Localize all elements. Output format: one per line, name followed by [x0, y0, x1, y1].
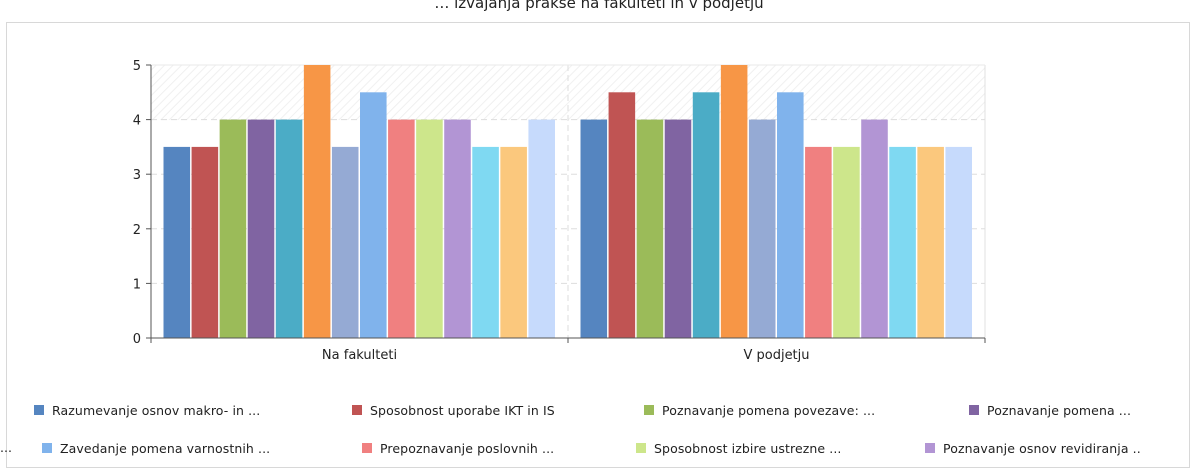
legend-label: Poznavanje pomena povezave: ... [662, 402, 876, 418]
bar [777, 92, 804, 338]
bar [720, 65, 748, 338]
bar [191, 146, 219, 338]
bar [945, 146, 972, 338]
bar [692, 92, 720, 338]
bar [861, 119, 888, 338]
legend-label: Poznavanje pomena ... [987, 402, 1132, 418]
legend-item[interactable]: Poznavanje osnov revidiranja .. [925, 440, 1141, 456]
bar [416, 119, 443, 338]
bar [528, 119, 555, 338]
legend-label: Sposobnost izbire ustrezne ... [654, 440, 842, 456]
y-tick-label: 1 [133, 277, 141, 292]
legend-item[interactable]: Razumevanje osnov makro- in ... [34, 402, 260, 418]
legend-swatch [636, 443, 646, 453]
bar [917, 146, 944, 338]
legend-item[interactable]: Sposobnost uporabe IKT in IS [352, 402, 555, 418]
legend-label: Sposobnost uporabe IKT in IS [370, 402, 555, 418]
y-tick-label: 4 [133, 114, 141, 129]
y-tick-label: 2 [133, 223, 141, 238]
y-tick-label: 5 [133, 59, 141, 74]
legend-swatch [969, 405, 979, 415]
bar [636, 119, 664, 338]
bar [472, 146, 499, 338]
legend-item[interactable]: Poznavanje pomena povezave: ... [644, 402, 875, 418]
legend-label: Zavedanje pomena varnostnih ... [60, 440, 271, 456]
legend-label: Razumevanje osnov makro- in ... [52, 402, 261, 418]
bar [303, 65, 331, 338]
legend-swatch [34, 405, 44, 415]
bar [608, 92, 636, 338]
bar [580, 119, 608, 338]
y-tick-label: 3 [133, 168, 141, 183]
x-category-label: V podjetju [743, 348, 809, 363]
plot-band-top [151, 65, 985, 120]
y-tick-label: 0 [133, 332, 141, 347]
bar [360, 92, 387, 338]
chart-title: … izvajanja prakse na fakulteti in v pod… [434, 0, 764, 12]
legend-swatch [644, 405, 654, 415]
bar [889, 146, 916, 338]
legend-item[interactable]: Poznavanje pomena ... [969, 402, 1131, 418]
bar [805, 146, 832, 338]
legend-swatch [42, 443, 52, 453]
x-category-label: Na fakulteti [322, 348, 397, 363]
bar [275, 119, 303, 338]
bar [331, 146, 359, 338]
legend-item[interactable]: Sposobnost izbire ustrezne ... [636, 440, 842, 456]
legend-swatch [352, 405, 362, 415]
legend-label: Prepoznavanje poslovnih ... [380, 440, 555, 456]
bar [833, 146, 860, 338]
legend-swatch [925, 443, 935, 453]
bar [219, 119, 247, 338]
bar [444, 119, 471, 338]
chart-title-area: … izvajanja prakse na fakulteti in v pod… [0, 0, 1198, 12]
bar [163, 146, 191, 338]
legend-item[interactable]: Prepoznavanje poslovnih ... [362, 440, 554, 456]
legend-item[interactable]: Zavedanje pomena varnostnih ... [42, 440, 270, 456]
bar [748, 119, 776, 338]
legend-swatch [362, 443, 372, 453]
legend-label: Poznavanje osnov revidiranja .. [943, 440, 1141, 456]
bar [500, 146, 527, 338]
bar [664, 119, 692, 338]
legend-overflow-marker: ... [0, 440, 12, 455]
bar [388, 119, 415, 338]
bar [247, 119, 275, 338]
chart-frame [6, 22, 1190, 468]
